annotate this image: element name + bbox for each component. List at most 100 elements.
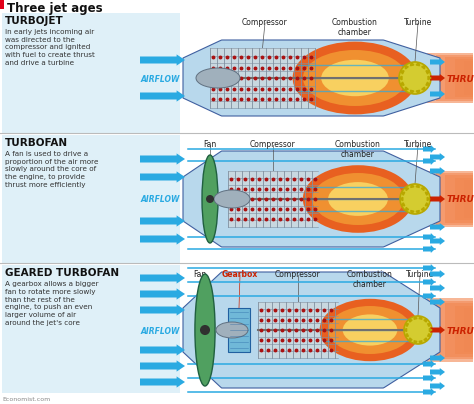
Polygon shape	[400, 197, 403, 201]
Polygon shape	[430, 167, 445, 175]
Polygon shape	[140, 377, 185, 387]
Polygon shape	[430, 284, 445, 292]
Text: Turbine: Turbine	[404, 18, 432, 27]
Bar	[427, 298, 473, 362]
Ellipse shape	[303, 50, 407, 106]
Bar	[2, 265, 180, 393]
Polygon shape	[428, 324, 430, 326]
Ellipse shape	[202, 155, 218, 243]
Polygon shape	[423, 374, 435, 382]
Polygon shape	[406, 187, 409, 191]
Ellipse shape	[216, 322, 248, 338]
Text: Compressor: Compressor	[275, 270, 321, 279]
Polygon shape	[423, 145, 435, 153]
Polygon shape	[140, 90, 185, 101]
Text: Fan: Fan	[203, 140, 217, 149]
Polygon shape	[401, 192, 405, 195]
Polygon shape	[409, 319, 412, 322]
Polygon shape	[430, 298, 445, 306]
Polygon shape	[430, 74, 445, 82]
Polygon shape	[410, 210, 414, 214]
Text: Economist.com: Economist.com	[2, 397, 50, 402]
Polygon shape	[183, 40, 440, 116]
Polygon shape	[430, 354, 445, 362]
Polygon shape	[405, 87, 408, 90]
Ellipse shape	[196, 68, 240, 88]
Polygon shape	[410, 90, 414, 94]
Polygon shape	[183, 151, 440, 247]
Polygon shape	[140, 304, 185, 316]
Polygon shape	[416, 210, 419, 214]
Polygon shape	[414, 341, 417, 344]
Polygon shape	[140, 234, 185, 244]
Bar	[228, 171, 318, 227]
Polygon shape	[421, 187, 424, 191]
Ellipse shape	[292, 42, 418, 114]
Polygon shape	[425, 192, 428, 195]
Polygon shape	[426, 71, 429, 74]
Polygon shape	[140, 344, 185, 356]
Polygon shape	[423, 360, 435, 368]
Ellipse shape	[328, 306, 412, 354]
Text: Fan: Fan	[193, 270, 207, 279]
Polygon shape	[430, 223, 445, 231]
Bar	[464, 61, 473, 95]
Text: A gearbox allows a bigger
fan to rotate more slowly
than the rest of the
engine,: A gearbox allows a bigger fan to rotate …	[5, 281, 99, 326]
Polygon shape	[416, 62, 419, 66]
Polygon shape	[424, 319, 427, 322]
Polygon shape	[405, 324, 409, 326]
Bar	[446, 303, 473, 357]
Text: GEARED TURBOFAN: GEARED TURBOFAN	[5, 268, 119, 278]
Polygon shape	[410, 184, 414, 187]
Bar	[2, 135, 180, 263]
Bar	[464, 180, 473, 218]
Polygon shape	[428, 76, 431, 80]
Polygon shape	[423, 388, 435, 396]
Polygon shape	[428, 334, 430, 336]
Circle shape	[206, 195, 214, 203]
Polygon shape	[430, 153, 445, 161]
Polygon shape	[140, 272, 185, 284]
Polygon shape	[410, 62, 414, 66]
Polygon shape	[406, 208, 409, 211]
Text: A fan is used to drive a
proportion of the air more
slowly around the core of
th: A fan is used to drive a proportion of t…	[5, 151, 99, 188]
Polygon shape	[416, 90, 419, 94]
Polygon shape	[422, 87, 425, 90]
Text: Compressor: Compressor	[250, 140, 296, 149]
Polygon shape	[140, 154, 185, 164]
Polygon shape	[426, 82, 429, 85]
Polygon shape	[430, 237, 445, 245]
Text: Three jet ages: Three jet ages	[7, 2, 103, 15]
Circle shape	[399, 62, 431, 94]
Bar	[0, 0, 4, 9]
Polygon shape	[422, 65, 425, 69]
Polygon shape	[183, 272, 440, 388]
Polygon shape	[430, 382, 445, 390]
Ellipse shape	[303, 165, 413, 233]
Polygon shape	[419, 316, 422, 319]
Polygon shape	[140, 171, 185, 183]
Text: Turbine: Turbine	[406, 270, 434, 279]
Polygon shape	[401, 82, 404, 85]
Text: TURBOFAN: TURBOFAN	[5, 138, 68, 148]
Circle shape	[404, 316, 432, 344]
Bar	[436, 55, 473, 101]
Polygon shape	[140, 360, 185, 372]
Text: Compressor: Compressor	[242, 18, 288, 27]
Polygon shape	[140, 55, 185, 65]
Bar	[427, 171, 473, 227]
Polygon shape	[423, 264, 435, 272]
Ellipse shape	[319, 299, 420, 361]
Polygon shape	[421, 208, 424, 211]
Bar	[210, 48, 315, 108]
Polygon shape	[425, 203, 428, 206]
Text: In early jets incoming air
was directed to the
compressor and ignited
with fuel : In early jets incoming air was directed …	[5, 29, 95, 66]
Ellipse shape	[321, 60, 389, 96]
Polygon shape	[423, 157, 435, 165]
Text: THRUST: THRUST	[447, 196, 474, 204]
Text: Combustion
chamber: Combustion chamber	[347, 270, 393, 289]
Circle shape	[200, 325, 210, 335]
Polygon shape	[423, 278, 435, 286]
Bar	[464, 308, 473, 352]
Polygon shape	[419, 341, 422, 344]
